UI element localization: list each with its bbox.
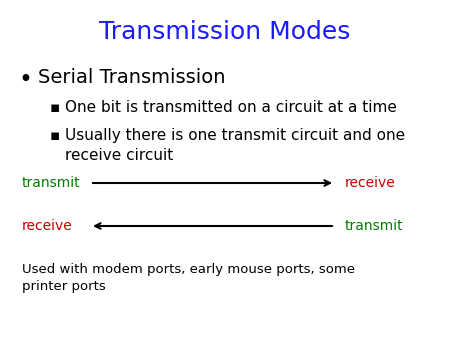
Text: ▪: ▪ (50, 128, 60, 143)
Text: Used with modem ports, early mouse ports, some
printer ports: Used with modem ports, early mouse ports… (22, 263, 355, 293)
Text: ▪: ▪ (50, 100, 60, 115)
Text: transmit: transmit (22, 176, 81, 190)
Text: •: • (18, 68, 32, 92)
Text: Serial Transmission: Serial Transmission (38, 68, 225, 87)
Text: Usually there is one transmit circuit and one
receive circuit: Usually there is one transmit circuit an… (65, 128, 405, 163)
Text: transmit: transmit (345, 219, 404, 233)
Text: receive: receive (345, 176, 396, 190)
Text: One bit is transmitted on a circuit at a time: One bit is transmitted on a circuit at a… (65, 100, 397, 115)
Text: receive: receive (22, 219, 73, 233)
Text: Transmission Modes: Transmission Modes (99, 20, 351, 44)
